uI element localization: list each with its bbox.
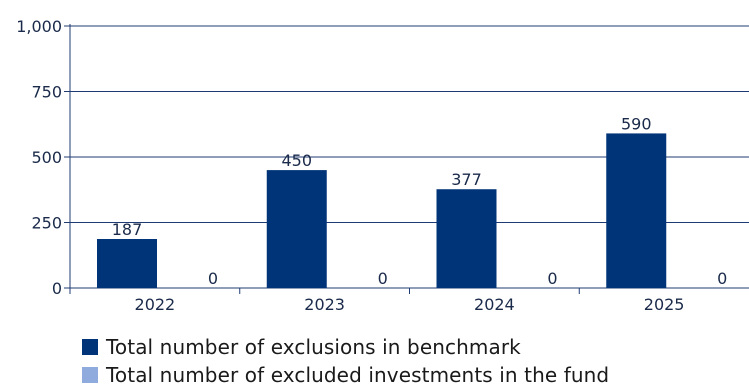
y-tick-label: 750 xyxy=(31,83,62,102)
bar xyxy=(436,189,497,288)
x-tick-label: 2022 xyxy=(135,295,176,314)
y-tick-label: 1,000 xyxy=(16,17,62,36)
data-label: 0 xyxy=(378,269,388,288)
legend-label-benchmark: Total number of exclusions in benchmark xyxy=(106,335,521,359)
data-label: 0 xyxy=(717,269,727,288)
y-tick-label: 0 xyxy=(52,279,62,298)
x-tick-label: 2025 xyxy=(644,295,685,314)
bar xyxy=(606,133,667,288)
legend-item-benchmark: Total number of exclusions in benchmark xyxy=(82,333,609,361)
legend-swatch-fund xyxy=(82,367,98,383)
bar-chart: 0 250 500 750 1,000 2022 187 0 2023 450 0 2024 377 0 2… xyxy=(16,17,749,314)
data-label: 187 xyxy=(112,220,143,239)
data-label: 377 xyxy=(451,170,482,189)
y-tick-label: 500 xyxy=(31,148,62,167)
data-label: 0 xyxy=(208,269,218,288)
y-tick-label: 250 xyxy=(31,214,62,233)
x-tick-label: 2023 xyxy=(304,295,345,314)
legend: Total number of exclusions in benchmark … xyxy=(82,333,609,389)
legend-swatch-benchmark xyxy=(82,339,98,355)
data-label: 450 xyxy=(281,151,312,170)
bar xyxy=(97,239,157,288)
data-label: 590 xyxy=(621,114,652,133)
legend-label-fund: Total number of excluded investments in … xyxy=(106,363,610,387)
bar xyxy=(266,170,327,288)
legend-item-fund: Total number of excluded investments in … xyxy=(82,361,609,389)
data-label: 0 xyxy=(547,269,557,288)
x-tick-label: 2024 xyxy=(474,295,515,314)
